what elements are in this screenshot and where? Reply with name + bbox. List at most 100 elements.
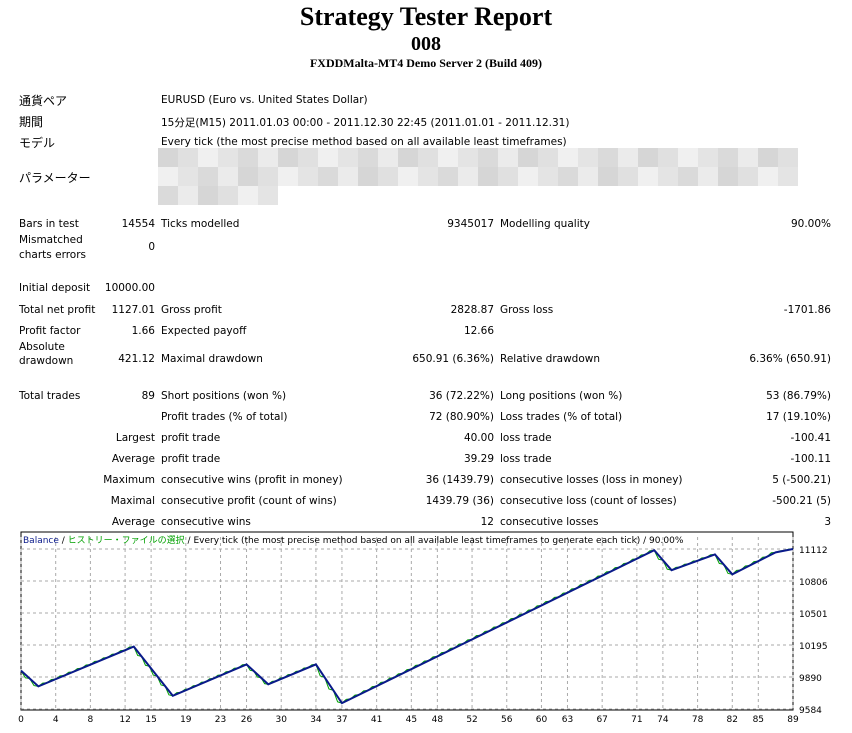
x-tick-label: 41 <box>371 715 382 725</box>
stat-mcp: 1439.79 (36) <box>425 495 494 507</box>
plot-area <box>20 531 794 711</box>
stat-acl-label: consecutive losses <box>500 516 599 528</box>
y-tick-label: 10806 <box>799 578 828 588</box>
stat-average2: Average <box>111 516 155 528</box>
x-tick-label: 63 <box>562 715 573 725</box>
x-tick-label: 52 <box>466 715 477 725</box>
stat-ticks: 9345017 <box>447 218 494 230</box>
stat-absdd-label1: Absolute <box>19 341 65 353</box>
stat-bars-label: Bars in test <box>19 218 79 230</box>
stat-acl: 3 <box>824 516 831 528</box>
stat-reldd-label: Relative drawdown <box>500 353 601 365</box>
stat-mismatch-label1: Mismatched <box>19 234 83 246</box>
stat-grossloss-label: Gross loss <box>500 304 554 316</box>
legend-history: ヒストリー・ファイルの選択 <box>68 534 185 546</box>
stat-quality-label: Modelling quality <box>500 218 590 230</box>
x-tick-label: 60 <box>536 715 548 725</box>
x-tick-label: 37 <box>336 715 347 725</box>
stat-mcl-label: consecutive losses (loss in money) <box>500 474 683 486</box>
y-tick-label: 10501 <box>799 610 828 620</box>
x-tick-label: 56 <box>501 715 513 725</box>
y-tick-label: 10195 <box>799 642 828 652</box>
y-tick-label: 9584 <box>799 706 822 716</box>
stat-trades: 89 <box>141 390 155 402</box>
stat-long: 53 (86.79%) <box>766 390 831 402</box>
x-tick-label: 45 <box>406 715 417 725</box>
x-tick-label: 15 <box>145 715 156 725</box>
legend-sep2: / <box>185 536 194 546</box>
stat-mclc: -500.21 (5) <box>772 495 831 507</box>
x-tick-label: 23 <box>215 715 226 725</box>
stat-ticks-label: Ticks modelled <box>161 218 240 230</box>
stat-maximal: Maximal <box>110 495 155 507</box>
legend-desc: Every tick (the most precise method base… <box>193 536 683 546</box>
stat-avg-lt: -100.11 <box>790 453 831 465</box>
stat-reldd: 6.36% (650.91) <box>749 353 831 365</box>
stat-maxdd: 650.91 (6.36%) <box>412 353 494 365</box>
stat-avg-pt: 39.29 <box>463 453 494 465</box>
stat-avg-pt-label: profit trade <box>161 453 221 465</box>
server-name: FXDDMalta-MT4 Demo Server 2 (Build 409) <box>309 56 543 70</box>
x-tick-label: 89 <box>787 715 799 725</box>
params-value-redacted <box>158 148 804 205</box>
stat-bars: 14554 <box>121 218 155 230</box>
stat-lt: 17 (19.10%) <box>766 411 831 423</box>
stat-absdd-label2: drawdown <box>19 355 74 367</box>
stat-pf-label: Profit factor <box>19 325 81 337</box>
stat-pt: 72 (80.90%) <box>429 411 494 423</box>
stat-short: 36 (72.22%) <box>429 390 494 402</box>
x-tick-label: 30 <box>275 715 287 725</box>
stat-mcw: 36 (1439.79) <box>425 474 494 486</box>
stat-avg-lt-label: loss trade <box>500 453 552 465</box>
stat-mclc-label: consecutive loss (count of losses) <box>500 495 677 507</box>
stat-maxdd-label: Maximal drawdown <box>161 353 263 365</box>
x-tick-label: 0 <box>18 715 24 725</box>
stat-mismatch: 0 <box>148 241 155 253</box>
x-tick-label: 34 <box>310 715 322 725</box>
stat-netprofit: 1127.01 <box>111 304 155 316</box>
model-value: Every tick (the most precise method base… <box>161 136 567 148</box>
stat-deposit-label: Initial deposit <box>19 282 91 294</box>
stat-netprofit-label: Total net profit <box>19 304 96 316</box>
stat-deposit: 10000.00 <box>104 282 155 294</box>
x-tick-label: 19 <box>180 715 192 725</box>
stat-largest-lt: -100.41 <box>790 432 831 444</box>
stat-long-label: Long positions (won %) <box>500 390 623 402</box>
expert-name: 008 <box>411 33 441 55</box>
symbol-label: 通貨ペア <box>19 94 68 108</box>
stat-trades-label: Total trades <box>19 390 81 402</box>
stat-acw-label: consecutive wins <box>161 516 251 528</box>
params-label: パラメーター <box>19 171 91 185</box>
stat-lt-label: Loss trades (% of total) <box>500 411 623 423</box>
x-tick-label: 71 <box>631 715 642 725</box>
stat-maximum: Maximum <box>103 474 155 486</box>
period-value: 15分足(M15) 2011.01.03 00:00 - 2011.12.30 … <box>161 117 570 129</box>
stat-pf: 1.66 <box>131 325 155 337</box>
stat-mcl: 5 (-500.21) <box>772 474 831 486</box>
stat-mcw-label: consecutive wins (profit in money) <box>161 474 343 486</box>
y-tick-label: 9890 <box>799 674 822 684</box>
stat-quality: 90.00% <box>790 218 831 230</box>
stat-ep-label: Expected payoff <box>161 325 247 337</box>
stat-acw: 12 <box>480 516 494 528</box>
stat-absdd: 421.12 <box>118 353 155 365</box>
x-tick-label: 82 <box>727 715 738 725</box>
x-tick-label: 74 <box>657 715 669 725</box>
x-tick-label: 8 <box>88 715 94 725</box>
legend-sep1: / <box>59 536 68 546</box>
stat-largest-pt-label: profit trade <box>161 432 221 444</box>
y-tick-label: 11112 <box>799 546 828 556</box>
stat-grossloss: -1701.86 <box>783 304 831 316</box>
balance-line <box>20 548 794 705</box>
stat-ep: 12.66 <box>463 325 494 337</box>
period-label: 期間 <box>19 115 44 129</box>
stat-average: Average <box>111 453 155 465</box>
stat-grossprofit-label: Gross profit <box>161 304 222 316</box>
x-tick-label: 12 <box>119 715 130 725</box>
x-tick-label: 4 <box>53 715 59 725</box>
x-tick-label: 85 <box>753 715 764 725</box>
stat-largest-lt-label: loss trade <box>500 432 552 444</box>
model-label: モデル <box>19 136 56 150</box>
stat-grossprofit: 2828.87 <box>450 304 494 316</box>
